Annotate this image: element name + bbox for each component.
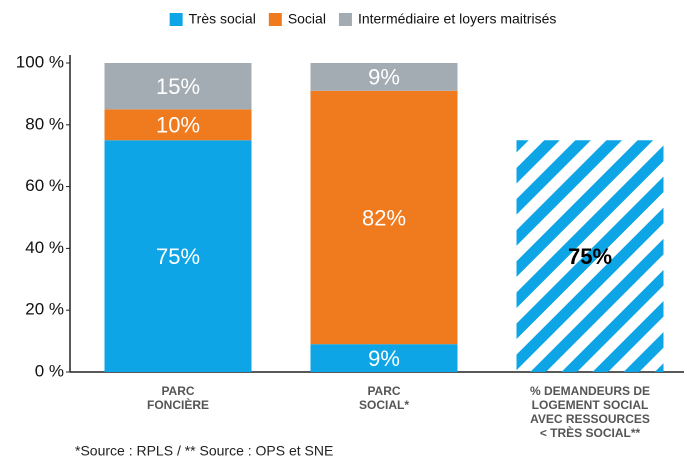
legend-label: Très social xyxy=(189,11,256,27)
value-label: 9% xyxy=(368,65,400,90)
legend: Très social Social Intermédiaire et loyers… xyxy=(169,11,556,27)
legend-swatch xyxy=(169,13,183,26)
bar-segment xyxy=(104,140,252,372)
y-tick-label: 40 % xyxy=(25,238,64,257)
bar-segment xyxy=(104,63,252,110)
y-tick-label: 20 % xyxy=(25,300,64,319)
x-tick-label: PARC SOCIAL* xyxy=(359,384,409,412)
y-tick-label: 0 % xyxy=(35,361,64,380)
y-tick-label: 100 % xyxy=(16,52,64,71)
bar-segment xyxy=(310,344,458,372)
x-tick-label: % DEMANDEURS DE LOGEMENT SOCIAL AVEC RESSO… xyxy=(530,384,650,440)
bar-segment xyxy=(104,109,252,141)
y-tick-label: 60 % xyxy=(25,176,64,195)
value-label: 15% xyxy=(156,74,200,99)
y-tick-label: 80 % xyxy=(25,114,64,133)
footnote: *Source : RPLS / ** Source : OPS et SNE xyxy=(75,443,333,459)
legend-swatch xyxy=(338,13,352,26)
legend-swatch xyxy=(268,13,282,26)
value-label: 75% xyxy=(156,244,200,269)
bar-segment xyxy=(310,63,458,91)
value-label: 10% xyxy=(156,113,200,138)
hatched-bar xyxy=(516,140,664,372)
bar-segment xyxy=(310,90,458,345)
value-label: 9% xyxy=(368,346,400,371)
legend-label: Social xyxy=(288,11,326,27)
x-tick-label: PARC FONCIÈRE xyxy=(147,384,209,412)
legend-label: Intermédiaire et loyers maitrisés xyxy=(358,11,556,27)
value-label: 82% xyxy=(362,205,406,230)
value-label: 75% xyxy=(568,244,612,269)
